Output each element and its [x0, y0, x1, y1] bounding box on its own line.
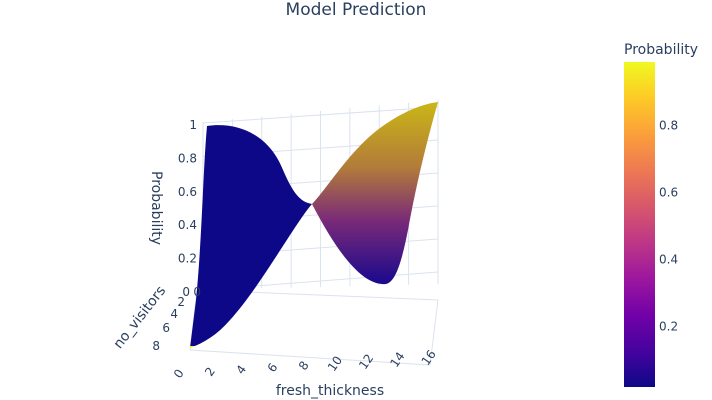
x-tick-label: 0	[171, 367, 187, 381]
colorbar: Probability 0.2 0.4 0.6 0.8	[624, 42, 698, 387]
colorbar-tick-label: 0.8	[659, 119, 678, 133]
x-tick-label: 8	[296, 359, 312, 373]
gridline	[202, 106, 439, 124]
z-tick-label: 0.4	[178, 218, 197, 232]
z-tick-label: 0.8	[178, 151, 197, 165]
x-axis-title: fresh_thickness	[276, 383, 384, 399]
y-tick-label: 0	[182, 285, 190, 299]
x-axis-ticks: 0 2 4 6 8 10 12 14 16	[171, 347, 439, 380]
x-tick-label: 14	[387, 349, 407, 370]
z-axis-title: Probability	[148, 171, 164, 245]
colorbar-title: Probability	[624, 42, 698, 58]
colorbar-tick-label: 0.4	[659, 253, 678, 267]
z-tick-label: 0.2	[178, 252, 197, 266]
colorbar-tick-label: 0.2	[659, 320, 678, 334]
z-tick-label: 1	[189, 118, 197, 132]
colorbar-gradient	[624, 62, 655, 387]
x-tick-label: 2	[202, 365, 218, 379]
z-axis-ticks: 0 0.2 0.4 0.6 0.8 1	[178, 118, 201, 299]
surface-lobe-low-thickness	[190, 125, 312, 348]
x-tick-label: 6	[265, 361, 281, 375]
z-tick-label: 0.6	[178, 185, 197, 199]
gridline	[429, 299, 439, 366]
y-tick-label: 8	[152, 339, 160, 353]
probability-surface[interactable]	[190, 102, 438, 348]
colorbar-tick-label: 0.6	[659, 186, 678, 200]
x-tick-label: 10	[325, 353, 345, 374]
colorbar-ticks: 0.2 0.4 0.6 0.8	[659, 119, 678, 334]
gridline	[189, 349, 431, 366]
surface-lobe-high-thickness	[312, 102, 438, 285]
y-tick-label: 2	[177, 295, 185, 309]
x-tick-label: 12	[356, 351, 376, 372]
z-tick-label: 0	[193, 285, 201, 299]
y-axis-title: no_visitors	[110, 283, 169, 352]
chart-title: Model Prediction	[286, 0, 427, 20]
y-tick-label: 6	[162, 321, 170, 335]
y-tick-label: 4	[170, 307, 178, 321]
x-tick-label: 4	[233, 363, 249, 377]
